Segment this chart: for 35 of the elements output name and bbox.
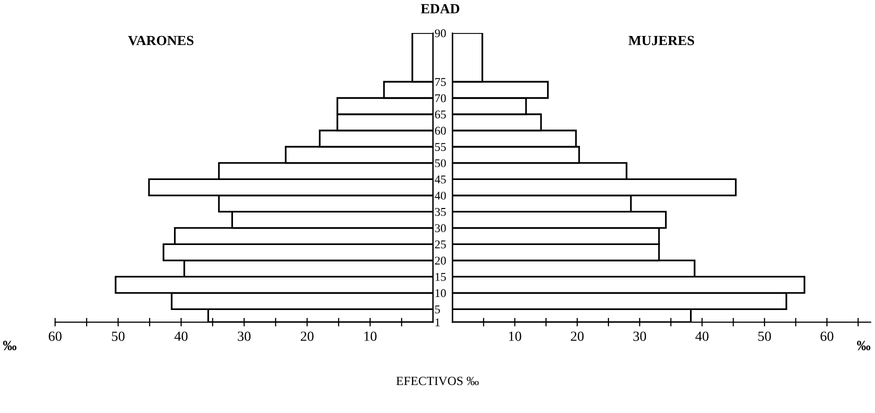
- chart-title: VARONES: [128, 36, 194, 46]
- x-tick-label: 40: [695, 332, 708, 341]
- x-axis-title: ‰: [857, 340, 870, 350]
- x-tick-label: 10: [364, 332, 377, 341]
- x-tick-label: 50: [758, 332, 771, 341]
- x-tick-label: 20: [300, 332, 314, 341]
- y-tick-label: 40: [434, 192, 446, 200]
- x-tick-label: 30: [633, 332, 646, 341]
- y-tick-label: 55: [435, 143, 446, 151]
- y-tick-label: 45: [434, 176, 446, 184]
- y-tick-label: 30: [435, 224, 446, 232]
- y-tick-label: 70: [435, 94, 446, 102]
- x-axis-title: ‰: [3, 340, 16, 350]
- x-tick-label: 10: [509, 332, 522, 341]
- y-tick-label: 25: [435, 240, 446, 248]
- y-tick-label: 65: [435, 110, 446, 118]
- x-tick-label: 50: [112, 332, 125, 341]
- y-tick-label: 75: [435, 78, 446, 86]
- x-tick-label: 30: [238, 332, 251, 341]
- y-tick-label: 60: [435, 126, 446, 135]
- y-tick-label: 15: [436, 272, 446, 281]
- x-tick-label: 60: [48, 332, 62, 341]
- y-tick-label: 50: [435, 159, 446, 168]
- y-axis-title: EDAD: [420, 4, 460, 14]
- x-tick-label: 40: [174, 332, 188, 341]
- x-tick-label: 60: [820, 332, 834, 341]
- text: EFECTIVOS ‰: [396, 376, 479, 386]
- y-tick-label: 1: [436, 318, 440, 326]
- y-tick-label: 35: [435, 208, 446, 216]
- y-tick-label: 10: [436, 289, 446, 298]
- y-tick-label: 90: [434, 29, 446, 38]
- y-tick-label: 20: [435, 256, 446, 265]
- x-tick-label: 20: [570, 332, 584, 341]
- y-tick-label: 5: [435, 306, 440, 314]
- chart-title: MUJERES: [628, 36, 694, 46]
